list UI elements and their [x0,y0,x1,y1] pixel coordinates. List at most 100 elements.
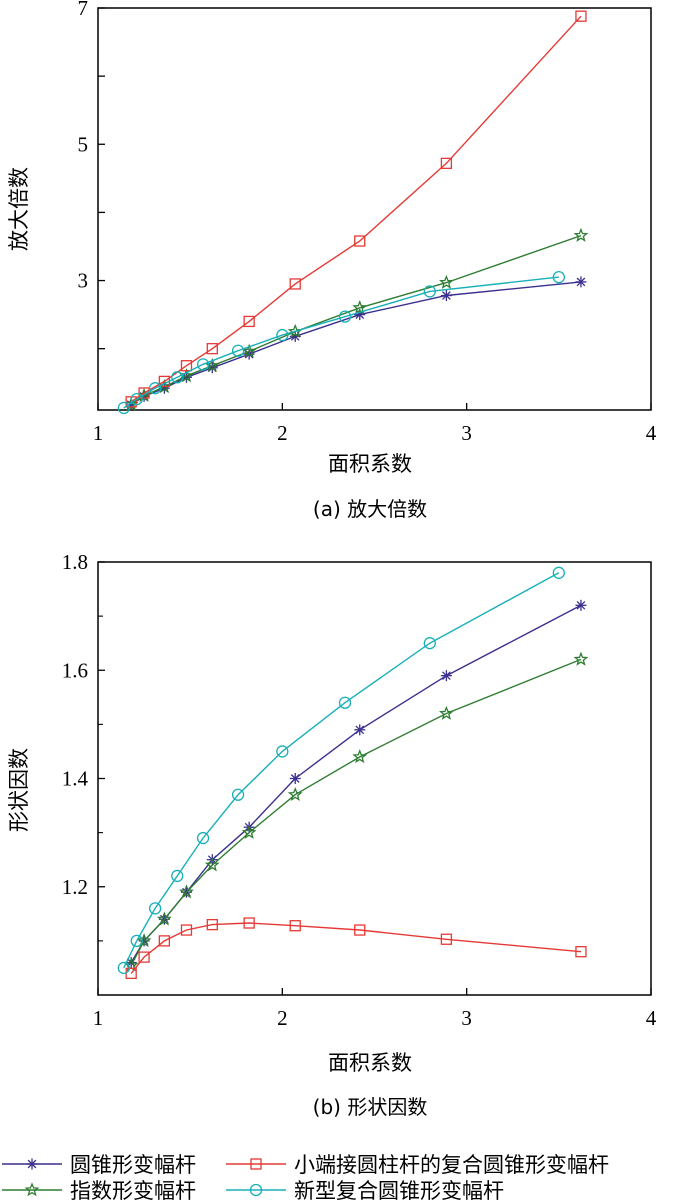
chart-b-point-s4 [117,961,130,975]
chart-b-point-s2 [156,911,172,926]
chart-b-series-line-s3 [130,922,582,974]
chart-b-point-s2 [179,884,194,899]
chart-a-point-s4 [552,270,565,284]
chart-a-ytick-label: 5 [78,132,89,156]
chart-b-point-s4 [552,566,565,579]
chart-b-point-s3 [180,924,193,936]
chart-b-point-s4 [148,902,162,915]
chart-b-point-s4 [276,745,289,758]
chart-a-xtick-label: 3 [461,421,472,445]
chart-a-point-s3 [575,10,587,22]
chart-b-point-s2 [573,651,589,666]
chart-a-point-s4 [276,328,289,342]
chart-b-point-s2 [241,824,257,839]
chart-b-point-s4 [338,696,352,709]
legend-item-s1: 圆锥形变幅杆 [2,1153,196,1177]
legend-item-s4: 新型复合圆锥形变幅杆 [226,1179,504,1203]
legend-item-s3: 小端接圆柱杆的复合圆锥形变幅杆 [226,1153,609,1177]
chart-b-point-s2 [204,857,220,872]
legend-marker [249,1183,263,1197]
chart-a-point-s4 [130,392,143,406]
chart-b-point-s3 [206,918,218,931]
chart-b-series [117,566,589,979]
chart-b-point-s2 [352,749,368,764]
chart-a-ylabel: 放大倍数 [7,167,31,251]
legend-marker [26,1158,38,1170]
chart-a-caption: (a) 放大倍数 [313,497,427,521]
chart-b-series-line-s2 [130,658,582,966]
chart-a-point-s4 [171,371,184,384]
chart-a-point-s1 [575,276,587,288]
chart-b: 1 2 3 4 1.2 1.4 1.6 1.8 面积系数 形状因数 (b) 形状因数 [7,550,657,1119]
legend-label: 新型复合圆锥形变幅杆 [294,1179,504,1203]
chart-a-point-s3 [180,360,193,372]
chart-a-xtick-label: 4 [646,421,657,445]
chart-b-series-line-s4 [123,572,560,969]
chart-b-series-line-s1 [130,604,582,963]
chart-b-point-s4 [231,788,245,801]
chart-a-point-s4 [117,401,130,415]
chart-a-xtick-label: 2 [277,421,288,445]
chart-a-point-s4 [423,285,436,298]
chart-b-xlabel: 面积系数 [328,1051,412,1075]
chart-b-point-s2 [438,705,454,720]
chart-a-point-s4 [148,382,162,395]
chart-b-point-s3 [289,920,301,932]
chart-a-series-line-s2 [130,234,582,406]
chart-a-xtick-label: 1 [93,421,104,445]
chart-b-point-s2 [287,786,303,802]
chart-b-point-s4 [130,934,143,948]
chart-a-point-s2 [573,227,589,242]
chart-a-frame [97,7,652,411]
chart-b-point-s3 [354,924,366,936]
chart-a-ticks: 1 2 3 4 3 5 7 [78,0,657,445]
chart-a-point-s2 [438,274,454,289]
legend-marker [24,1182,40,1197]
chart-b-point-s1 [440,670,452,682]
chart-b-point-s4 [196,831,210,845]
chart-b-point-s4 [423,637,436,650]
chart-a-point-s3 [354,235,366,247]
chart-a-point-s4 [338,310,352,323]
chart-a-ytick-label: 7 [78,0,89,20]
chart-b-ytick-label: 1.2 [62,875,88,899]
chart-a-point-s3 [440,157,453,169]
chart-b-ylabel: 形状因数 [7,748,31,832]
chart-b-ytick-label: 1.8 [62,550,88,574]
chart-b-ytick-label: 1.4 [62,767,89,791]
chart-a-point-s3 [138,387,150,399]
chart-b-point-s3 [440,933,453,945]
chart-a-series [117,10,589,415]
chart-a-point-s4 [231,344,245,357]
chart-b-xtick-label: 1 [93,1006,104,1030]
chart-a: 1 2 3 4 3 5 7 面积系数 放大倍数 (a) 放大倍数 [7,0,657,521]
legend-label: 圆锥形变幅杆 [70,1153,196,1177]
chart-b-point-s3 [158,935,171,947]
chart-a-point-s3 [206,343,218,355]
chart-a-point-s1 [440,290,452,302]
chart-a-series-line-s3 [130,15,582,403]
chart-b-point-s4 [171,869,184,883]
chart-b-point-s2 [136,933,152,948]
chart-b-ticks: 1 2 3 4 1.2 1.4 1.6 1.8 [62,550,657,1030]
legend-label: 小端接圆柱杆的复合圆锥形变幅杆 [294,1153,609,1177]
chart-b-xtick-label: 3 [461,1006,472,1030]
chart-a-point-s4 [196,358,210,371]
chart-b-point-s1 [354,724,366,736]
chart-a-series-line-s4 [123,276,559,409]
chart-a-point-s3 [289,278,301,290]
chart-b-ytick-label: 1.6 [62,658,88,682]
chart-a-point-s2 [352,300,368,315]
chart-a-series-line-s1 [130,281,582,406]
legend-label: 指数形变幅杆 [70,1179,196,1203]
chart-b-caption: (b) 形状因数 [313,1095,428,1119]
chart-b-point-s3 [138,951,150,963]
legend-item-s2: 指数形变幅杆 [2,1179,196,1203]
chart-b-xtick-label: 2 [277,1006,288,1030]
chart-b-xtick-label: 4 [646,1006,657,1030]
chart-a-ytick-label: 3 [78,269,89,293]
legend-marker [250,1158,262,1170]
chart-b-point-s3 [243,917,255,929]
chart-a-xlabel: 面积系数 [328,452,412,476]
